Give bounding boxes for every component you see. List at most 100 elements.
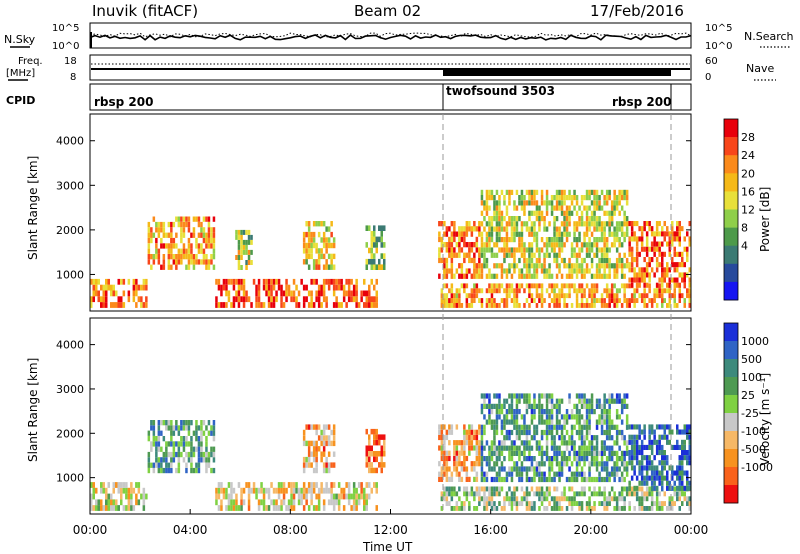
echo-cell <box>513 419 516 425</box>
echo-cell <box>480 252 484 258</box>
echo-cell <box>645 491 649 497</box>
echo-cell <box>503 419 506 425</box>
echo-cell <box>227 482 231 488</box>
echo-cell <box>668 506 671 511</box>
echo-cell <box>322 435 326 441</box>
echo-cell <box>658 491 661 497</box>
echo-cell <box>332 440 336 447</box>
echo-cell <box>177 467 181 474</box>
echo-cell <box>565 445 569 451</box>
echo-cell <box>488 205 491 211</box>
echo-cell <box>205 232 208 238</box>
echo-cell <box>190 467 193 474</box>
echo-cell <box>368 225 371 231</box>
echo-cell <box>558 293 561 299</box>
echo-cell <box>540 429 544 436</box>
echo-cell <box>312 237 316 243</box>
echo-cell <box>335 302 338 308</box>
echo-cell <box>688 444 691 450</box>
echo-cell <box>498 288 501 294</box>
echo-cell <box>505 231 509 237</box>
echo-cell <box>575 393 579 399</box>
echo-cell <box>490 445 494 451</box>
echo-cell <box>530 221 534 227</box>
echo-cell <box>661 298 664 303</box>
echo-cell <box>503 247 506 253</box>
echo-cell <box>513 409 516 415</box>
echo-cell <box>523 393 526 399</box>
echo-cell <box>676 465 679 471</box>
echo-cell <box>573 403 576 409</box>
echo-cell <box>207 462 211 468</box>
echo-cell <box>570 506 574 511</box>
echo-cell <box>555 216 559 222</box>
echo-cell <box>292 296 296 303</box>
echo-cell <box>630 491 634 497</box>
echo-cell <box>483 456 486 462</box>
echo-cell <box>277 505 281 511</box>
echo-cell <box>640 480 644 486</box>
echo-cell <box>312 278 316 285</box>
echo-cell <box>307 440 311 447</box>
echo-cell <box>593 409 596 415</box>
echo-cell <box>503 501 506 506</box>
echo-cell <box>265 290 268 297</box>
echo-cell <box>245 244 248 250</box>
echo-cell <box>610 263 614 269</box>
echo-cell <box>325 467 328 474</box>
echo-cell <box>563 440 566 446</box>
echo-cell <box>157 446 161 452</box>
echo-cell <box>295 284 298 291</box>
echo-cell <box>605 303 609 308</box>
echo-cell <box>345 493 348 500</box>
echo-cell <box>545 419 549 425</box>
echo-cell <box>212 254 216 260</box>
echo-cell <box>370 462 373 468</box>
echo-cell <box>590 456 594 462</box>
echo-cell <box>535 200 539 206</box>
echo-cell <box>635 298 639 303</box>
echo-cell <box>172 237 176 244</box>
echo-cell <box>448 236 451 243</box>
echo-cell <box>202 237 206 244</box>
echo-cell <box>620 268 624 274</box>
echo-cell <box>378 439 381 446</box>
echo-cell <box>242 244 246 250</box>
echo-cell <box>555 429 559 436</box>
echo-cell <box>655 288 659 294</box>
echo-cell <box>618 456 621 462</box>
echo-cell <box>648 272 651 278</box>
echo-cell <box>245 260 248 265</box>
echo-cell <box>513 486 516 492</box>
echo-cell <box>125 493 128 500</box>
echo-cell <box>115 482 118 488</box>
echo-cell <box>578 237 581 243</box>
echo-cell <box>605 247 609 253</box>
echo-cell <box>686 480 689 486</box>
echo-cell <box>465 440 469 446</box>
echo-cell <box>688 221 691 227</box>
echo-cell <box>520 496 524 502</box>
echo-cell <box>560 506 564 511</box>
echo-cell <box>480 231 484 237</box>
echo-cell <box>643 434 646 440</box>
echo-cell <box>603 486 606 492</box>
echo-cell <box>575 252 579 258</box>
echo-cell <box>615 398 619 404</box>
echo-cell <box>470 247 474 253</box>
echo-cell <box>247 249 251 255</box>
echo-cell <box>460 303 464 308</box>
echo-cell <box>498 303 501 308</box>
echo-cell <box>305 493 308 500</box>
echo-cell <box>172 259 176 265</box>
echo-cell <box>445 491 449 497</box>
echo-cell <box>620 403 624 409</box>
echo-cell <box>543 409 546 415</box>
echo-cell <box>688 485 691 491</box>
echo-cell <box>150 446 153 452</box>
echo-cell <box>676 439 679 445</box>
echo-cell <box>563 496 566 502</box>
echo-cell <box>603 242 606 248</box>
echo-cell <box>495 263 499 269</box>
echo-cell <box>590 200 594 206</box>
